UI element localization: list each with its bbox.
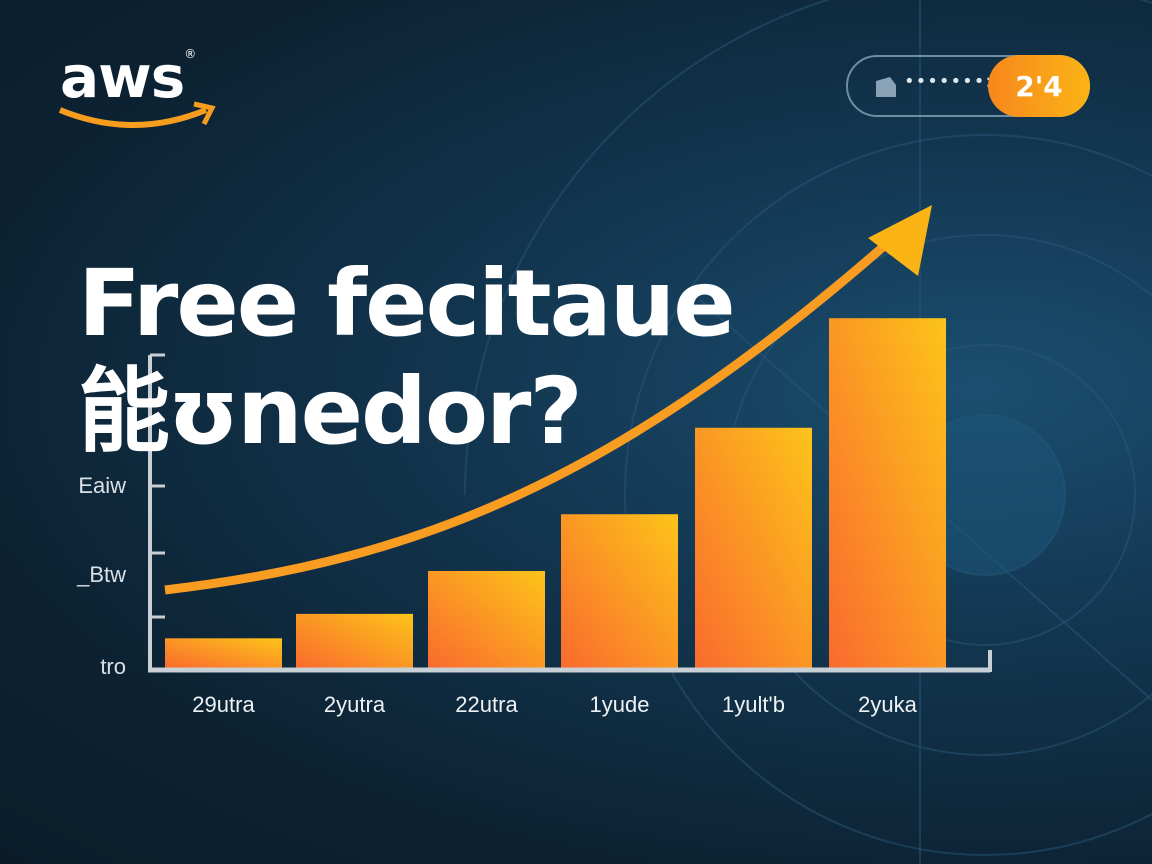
x-tick-label: 1yult'b bbox=[722, 692, 785, 717]
y-tick-label: tro bbox=[100, 654, 126, 679]
x-tick-label: 22utra bbox=[455, 692, 518, 717]
badge-pill: •••••••: 2'4 bbox=[846, 55, 1090, 117]
bar bbox=[428, 570, 545, 668]
x-tick-label: 29utra bbox=[192, 692, 255, 717]
y-tick-label: Eaiw bbox=[78, 472, 126, 498]
trend-curve bbox=[164, 228, 903, 595]
x-tick-label: 1yude bbox=[589, 692, 650, 717]
badge-dots: •••••••: bbox=[904, 71, 993, 92]
badge-value: 2'4 bbox=[988, 55, 1090, 117]
headline: Free fecitaue 能ʊnedor? bbox=[78, 250, 736, 466]
trend-arrowhead bbox=[868, 205, 932, 276]
y-tick-label: _Btw bbox=[77, 561, 126, 587]
bar bbox=[695, 427, 812, 668]
headline-line2: 能ʊnedor? bbox=[78, 358, 583, 465]
bookmark-icon bbox=[876, 77, 896, 97]
headline-line1: Free fecitaue bbox=[78, 250, 736, 357]
x-tick-label: 2yuka bbox=[858, 692, 917, 717]
bar bbox=[829, 318, 946, 668]
bar bbox=[561, 514, 678, 668]
bar bbox=[165, 638, 282, 668]
bar bbox=[296, 613, 413, 668]
aws-logo: aws® bbox=[58, 48, 216, 128]
x-tick-label: 2yutra bbox=[323, 692, 386, 717]
